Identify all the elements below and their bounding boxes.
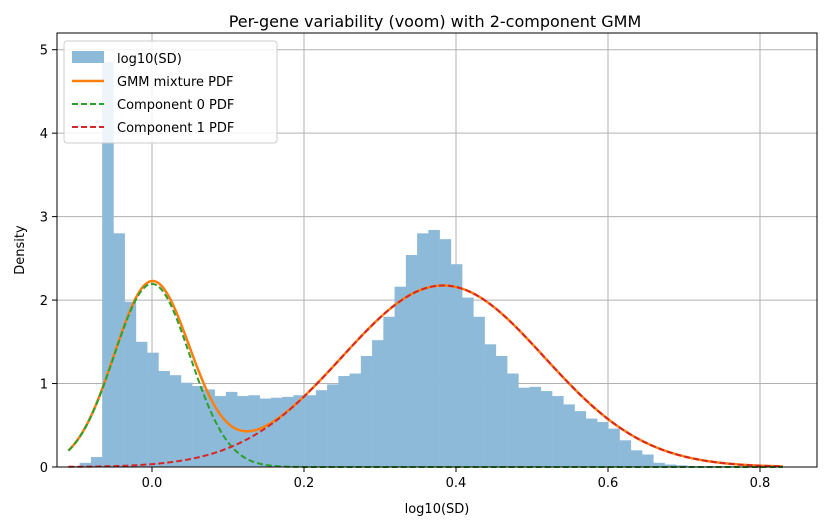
x-tick-label: 0.6 xyxy=(598,476,619,491)
histogram-bar xyxy=(293,395,305,467)
y-tick-label: 0 xyxy=(40,461,48,476)
histogram-bars xyxy=(68,62,733,467)
histogram-bar xyxy=(203,389,215,467)
histogram-bar xyxy=(608,428,620,467)
legend-label: log10(SD) xyxy=(117,52,182,67)
histogram-bar xyxy=(270,397,283,467)
histogram-bar xyxy=(315,390,328,467)
histogram-bar xyxy=(507,373,519,467)
histogram-bar xyxy=(563,404,575,467)
histogram-bar xyxy=(169,375,182,467)
histogram-bar xyxy=(372,340,384,467)
histogram-bar xyxy=(574,411,587,467)
histogram-bar xyxy=(180,382,193,467)
histogram-bar xyxy=(540,391,553,467)
histogram-bar xyxy=(304,395,317,467)
histogram-bar xyxy=(664,464,677,467)
histogram-bar xyxy=(192,386,204,467)
histogram-bar xyxy=(349,373,362,467)
legend: log10(SD) GMM mixture PDF Component 0 PDF C… xyxy=(63,40,278,144)
histogram-bar xyxy=(439,239,452,467)
histogram-bar xyxy=(473,316,485,467)
histogram-bar xyxy=(428,229,440,467)
histogram-bar xyxy=(630,450,643,467)
histogram-bar xyxy=(259,398,272,467)
histogram-bar xyxy=(653,462,665,467)
histogram-bar xyxy=(642,454,654,467)
legend-swatch xyxy=(72,51,104,63)
histogram-bar xyxy=(124,301,137,467)
histogram-bar xyxy=(619,440,632,467)
plot-frame xyxy=(56,32,818,468)
histogram-bar xyxy=(135,341,148,467)
histogram-bar xyxy=(113,233,125,467)
histogram-bar xyxy=(225,391,238,467)
legend-label: Component 1 PDF xyxy=(117,121,234,136)
histogram-bar xyxy=(484,344,497,467)
histogram-bar xyxy=(529,386,542,467)
histogram-bar xyxy=(552,396,564,467)
x-axis-ticks: 0.0 0.2 0.4 0.6 0.8 xyxy=(142,467,771,491)
legend-box xyxy=(63,40,278,144)
histogram-bar xyxy=(417,233,429,467)
y-tick-label: 3 xyxy=(40,211,48,226)
histogram-bar xyxy=(383,316,395,467)
y-axis-ticks: 0 1 2 3 4 5 xyxy=(40,44,57,476)
x-tick-label: 0.0 xyxy=(142,476,163,491)
histogram-bar xyxy=(360,355,373,467)
histogram-bar xyxy=(518,387,530,467)
histogram-bar xyxy=(79,462,92,467)
histogram-bar xyxy=(158,371,170,467)
histogram-bar xyxy=(327,384,339,467)
legend-label: GMM mixture PDF xyxy=(117,75,233,90)
chart-title: Per-gene variability (voom) with 2-compo… xyxy=(229,12,642,31)
y-axis-label: Density xyxy=(13,225,28,275)
component-1-pdf-line xyxy=(68,284,783,468)
histogram-bar xyxy=(394,286,407,467)
x-tick-label: 0.8 xyxy=(750,476,771,491)
histogram-bar xyxy=(282,396,294,467)
histogram-bar xyxy=(462,297,474,467)
histogram-bar xyxy=(495,355,508,467)
x-tick-label: 0.2 xyxy=(294,476,315,491)
histogram-bar xyxy=(597,421,609,467)
y-tick-label: 2 xyxy=(40,294,48,309)
histogram-bar xyxy=(450,264,463,467)
histogram-bar xyxy=(338,376,350,467)
histogram-bar xyxy=(405,255,418,467)
x-axis-label: log10(SD) xyxy=(405,502,470,517)
y-tick-label: 1 xyxy=(40,378,48,393)
y-tick-label: 5 xyxy=(40,44,48,59)
legend-label: Component 0 PDF xyxy=(117,98,234,113)
histogram-bar xyxy=(102,62,114,467)
histogram-bar xyxy=(147,352,159,467)
y-tick-label: 4 xyxy=(40,127,48,142)
histogram-bar xyxy=(90,456,103,467)
x-tick-label: 0.4 xyxy=(446,476,467,491)
histogram-bar xyxy=(585,418,598,467)
